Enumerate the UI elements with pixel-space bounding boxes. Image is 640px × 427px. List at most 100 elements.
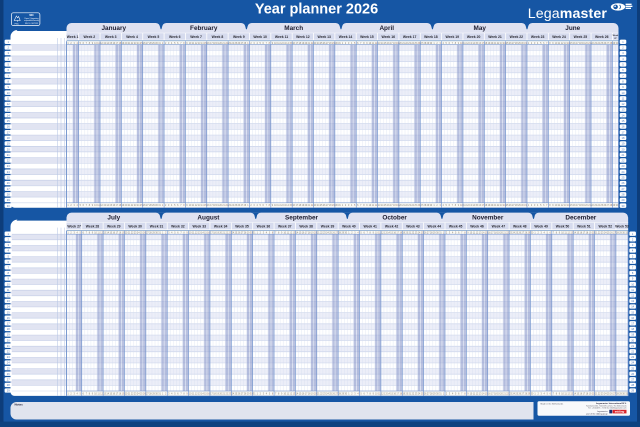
svg-text:7: 7 (275, 232, 277, 234)
svg-text:4: 4 (357, 393, 359, 395)
svg-text:21: 21 (317, 393, 320, 395)
svg-text:6: 6 (449, 43, 451, 45)
svg-text:26: 26 (7, 372, 10, 376)
svg-text:12: 12 (7, 102, 10, 106)
svg-text:18: 18 (579, 205, 582, 207)
svg-text:21: 21 (222, 393, 225, 395)
svg-text:19: 19 (396, 205, 399, 207)
svg-text:17: 17 (491, 393, 494, 395)
svg-text:2: 2 (351, 232, 353, 234)
svg-text:8: 8 (622, 79, 624, 83)
svg-text:8: 8 (89, 393, 91, 395)
svg-text:30: 30 (155, 205, 158, 207)
svg-text:14: 14 (201, 232, 204, 234)
svg-text:9: 9 (281, 393, 283, 395)
svg-text:9: 9 (559, 232, 561, 234)
svg-text:16: 16 (393, 232, 396, 234)
svg-text:20: 20 (585, 205, 588, 207)
svg-text:8: 8 (269, 205, 271, 207)
svg-text:17: 17 (305, 232, 308, 234)
svg-text:22: 22 (631, 349, 634, 353)
svg-text:6: 6 (357, 205, 359, 207)
svg-text:11: 11 (378, 232, 381, 234)
svg-text:8: 8 (183, 393, 185, 395)
svg-text:17: 17 (583, 232, 586, 234)
svg-text:14: 14 (567, 43, 570, 45)
svg-text:11: 11 (631, 288, 634, 292)
svg-text:26: 26 (603, 43, 606, 45)
svg-text:10: 10 (283, 393, 286, 395)
svg-text:7: 7 (461, 393, 463, 395)
svg-text:15: 15 (576, 232, 579, 234)
svg-text:30: 30 (430, 205, 433, 207)
svg-text:17: 17 (7, 130, 10, 134)
svg-text:7: 7 (452, 205, 454, 207)
svg-text:26: 26 (417, 43, 420, 45)
svg-text:5: 5 (80, 205, 82, 207)
svg-text:28: 28 (430, 393, 433, 395)
svg-text:27: 27 (622, 187, 625, 191)
svg-text:7: 7 (553, 393, 555, 395)
svg-text:4: 4 (77, 205, 79, 207)
svg-text:25: 25 (140, 43, 143, 45)
svg-text:3: 3 (168, 43, 170, 45)
svg-text:Week 43: Week 43 (406, 224, 420, 228)
svg-text:12: 12 (290, 393, 293, 395)
svg-text:25: 25 (7, 366, 10, 370)
svg-text:14: 14 (387, 232, 390, 234)
svg-text:22: 22 (131, 232, 134, 234)
svg-text:Week 33: Week 33 (193, 224, 207, 228)
svg-text:15: 15 (299, 393, 302, 395)
svg-text:29: 29 (152, 232, 155, 234)
svg-text:24: 24 (231, 43, 234, 45)
svg-text:5: 5 (547, 393, 549, 395)
svg-text:22: 22 (506, 393, 509, 395)
svg-text:6: 6 (543, 43, 545, 45)
svg-text:13: 13 (198, 232, 201, 234)
svg-text:24: 24 (503, 205, 506, 207)
svg-text:16: 16 (207, 205, 210, 207)
svg-text:9: 9 (632, 277, 634, 281)
svg-text:FSC: FSC (15, 23, 20, 25)
svg-text:17: 17 (491, 232, 494, 234)
svg-text:12: 12 (280, 43, 283, 45)
svg-text:28: 28 (515, 43, 518, 45)
svg-text:21: 21 (128, 205, 131, 207)
svg-text:5: 5 (360, 393, 362, 395)
svg-text:14: 14 (573, 393, 576, 395)
svg-text:5: 5 (354, 43, 356, 45)
svg-text:Week 14: Week 14 (339, 35, 353, 39)
svg-text:29: 29 (622, 198, 625, 202)
svg-text:22: 22 (320, 232, 323, 234)
svg-text:Week 26: Week 26 (595, 35, 609, 39)
svg-text:15: 15 (204, 393, 207, 395)
svg-text:Week 49: Week 49 (534, 224, 548, 228)
svg-text:29: 29 (7, 198, 10, 202)
svg-text:26: 26 (424, 393, 427, 395)
svg-text:21: 21 (317, 232, 320, 234)
svg-text:23: 23 (228, 43, 231, 45)
svg-text:21: 21 (503, 232, 506, 234)
svg-text:11: 11 (97, 205, 100, 207)
svg-text:1: 1 (348, 393, 350, 395)
svg-text:12: 12 (561, 43, 564, 45)
svg-text:Week 16: Week 16 (381, 35, 395, 39)
svg-text:27: 27 (607, 205, 610, 207)
svg-text:3: 3 (263, 393, 265, 395)
svg-text:1: 1 (162, 43, 164, 45)
svg-text:10: 10 (460, 43, 463, 45)
svg-text:28: 28 (515, 205, 518, 207)
svg-text:18: 18 (213, 43, 216, 45)
svg-text:15: 15 (109, 43, 112, 45)
svg-text:23: 23 (314, 43, 317, 45)
svg-text:4: 4 (632, 249, 634, 253)
svg-text:10: 10 (375, 232, 378, 234)
svg-text:11: 11 (463, 43, 466, 45)
svg-text:Week 30: Week 30 (128, 224, 142, 228)
svg-text:26: 26 (238, 393, 241, 395)
svg-text:21: 21 (588, 205, 591, 207)
svg-text:17: 17 (622, 130, 625, 134)
svg-text:21: 21 (222, 43, 225, 45)
svg-text:11: 11 (277, 205, 280, 207)
svg-text:11: 11 (622, 96, 625, 100)
